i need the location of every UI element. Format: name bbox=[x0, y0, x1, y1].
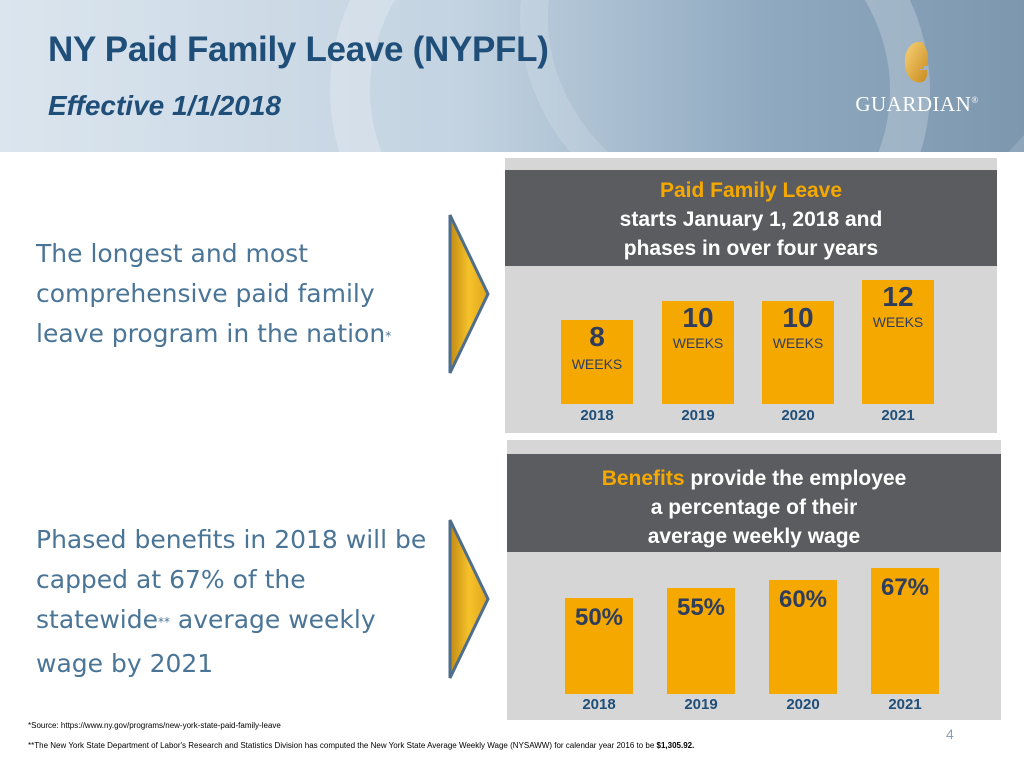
footnote-nysaww: **The New York State Department of Labor… bbox=[28, 741, 695, 750]
weeks-infographic: Paid Family Leave starts January 1, 2018… bbox=[505, 158, 997, 433]
percent-bar-2021: 67% bbox=[871, 568, 939, 694]
percent-infographic: Benefits provide the employee a percenta… bbox=[507, 440, 1001, 720]
page-number: 4 bbox=[946, 726, 954, 742]
weeks-heading-line: Paid Family Leave bbox=[659, 179, 843, 202]
weeks-bar-2019: 10 WEEKS bbox=[662, 301, 734, 404]
bar-value: 12 bbox=[882, 281, 914, 312]
footnote-source: *Source: https://www.ny.gov/programs/new… bbox=[28, 721, 281, 730]
bar-value: 50% bbox=[574, 604, 624, 631]
g-logo-icon bbox=[904, 41, 928, 83]
bar-unit: WEEKS bbox=[571, 356, 623, 372]
weeks-year-label: 2018 bbox=[580, 407, 614, 424]
arrow-right-icon bbox=[448, 214, 490, 374]
bar-unit: WEEKS bbox=[872, 314, 924, 330]
bar-value: 55% bbox=[676, 594, 726, 621]
bullet-longest-program: The longest and most comprehensive paid … bbox=[36, 239, 392, 348]
bar-value: 60% bbox=[778, 586, 828, 613]
weeks-heading-line: phases in over four years bbox=[623, 237, 879, 260]
bar-value: 10 bbox=[682, 302, 714, 333]
weeks-bar-2018: 8 WEEKS bbox=[561, 320, 633, 404]
bullet-phased-benefits: Phased benefits in 2018 will be capped a… bbox=[36, 525, 427, 678]
percent-heading-line: a percentage of their bbox=[650, 496, 858, 519]
logo-wordmark: GUARDIAN® bbox=[855, 92, 979, 116]
percent-bar-2019: 55% bbox=[667, 588, 735, 694]
arrow-right-icon bbox=[448, 519, 490, 679]
percent-heading-line: Benefits provide the employee bbox=[601, 467, 907, 490]
bar-unit: WEEKS bbox=[672, 335, 724, 351]
slide-subtitle: Effective 1/1/2018 bbox=[48, 90, 281, 121]
guardian-logo: GUARDIAN® bbox=[852, 38, 982, 122]
bar-value: 8 bbox=[589, 321, 605, 352]
weeks-year-label: 2020 bbox=[781, 407, 815, 424]
bar-value: 10 bbox=[782, 302, 814, 333]
weeks-banner: Paid Family Leave starts January 1, 2018… bbox=[505, 170, 997, 266]
bar-unit: WEEKS bbox=[772, 335, 824, 351]
percent-heading-line: average weekly wage bbox=[647, 525, 861, 548]
slide-title: NY Paid Family Leave (NYPFL) bbox=[48, 30, 549, 69]
percent-year-label: 2019 bbox=[684, 696, 718, 713]
percent-year-label: 2018 bbox=[582, 696, 616, 713]
slide-header: NY Paid Family Leave (NYPFL) Effective 1… bbox=[0, 0, 1024, 152]
percent-banner: Benefits provide the employee a percenta… bbox=[507, 454, 1001, 552]
weeks-year-label: 2019 bbox=[681, 407, 715, 424]
percent-year-label: 2021 bbox=[888, 696, 922, 713]
percent-bar-2020: 60% bbox=[769, 580, 837, 694]
percent-bar-2018: 50% bbox=[565, 598, 633, 694]
weeks-year-label: 2021 bbox=[881, 407, 915, 424]
weeks-bar-2021: 12 WEEKS bbox=[862, 280, 934, 404]
weeks-bar-2020: 10 WEEKS bbox=[762, 301, 834, 404]
percent-year-label: 2020 bbox=[786, 696, 820, 713]
bar-value: 67% bbox=[880, 574, 930, 601]
weeks-heading-line: starts January 1, 2018 and bbox=[619, 208, 883, 231]
